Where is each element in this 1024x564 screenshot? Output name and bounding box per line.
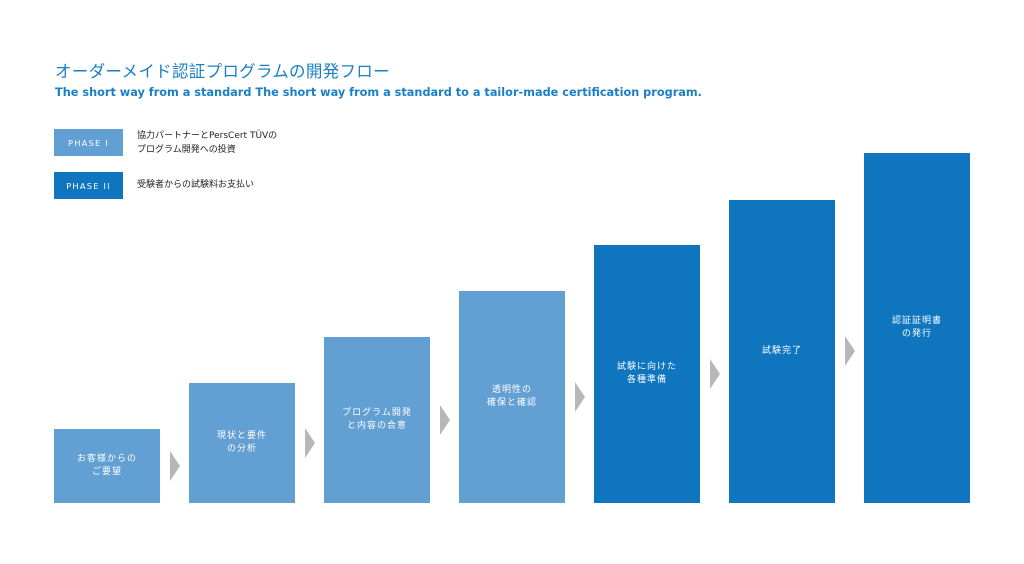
step-exam-preparation: 試験に向けた 各種準備 [594, 245, 700, 503]
step-transparency-check: 透明性の 確保と確認 [459, 291, 565, 503]
chevron-right-icon [710, 359, 720, 389]
step-label-line: 確保と確認 [486, 398, 537, 408]
chevron-right-icon [845, 336, 855, 366]
step-customer-request: お客様からの ご要望 [54, 429, 160, 503]
step-program-development: プログラム開発 と内容の合意 [324, 337, 430, 503]
chevron-right-icon [575, 382, 585, 412]
chevron-right-icon [170, 451, 180, 481]
phase-1-description-line: 協力パートナーとPersCert TÜVの [137, 131, 278, 141]
phase-2-badge: PHASE II [54, 172, 123, 199]
step-label-line: 各種準備 [626, 375, 667, 385]
step-label-line: の分析 [226, 444, 257, 454]
step-label-line: の発行 [901, 329, 932, 339]
phase-1-description: 協力パートナーとPersCert TÜVの プログラム開発への投資 [137, 129, 277, 157]
step-label-line: プログラム開発 [342, 408, 412, 418]
step-requirements-analysis: 現状と要件 の分析 [189, 383, 295, 503]
step-label-line: 試験に向けた [616, 362, 677, 372]
step-certificate-issuance: 認証証明書 の発行 [864, 153, 970, 503]
step-label-line: と内容の合意 [346, 421, 407, 431]
page-title: オーダーメイド認証プログラムの開発フロー [55, 62, 390, 81]
phase-1-badge: PHASE I [54, 129, 123, 156]
step-label-line: 認証証明書 [891, 316, 942, 326]
phase-1-description-line: プログラム開発への投資 [137, 145, 236, 155]
step-label-line: お客様からの [76, 454, 137, 464]
phase-2-description-line: 受験者からの試験料お支払い [137, 180, 255, 190]
step-exam-completion: 試験完了 [729, 200, 835, 503]
chevron-right-icon [305, 428, 315, 458]
step-label-line: 透明性の [491, 385, 532, 395]
chevron-right-icon [440, 405, 450, 435]
step-label-line: ご要望 [91, 467, 122, 477]
phase-2-description: 受験者からの試験料お支払い [137, 178, 254, 192]
step-label-line: 現状と要件 [216, 431, 267, 441]
step-label-line: 試験完了 [761, 346, 802, 356]
page-subtitle: The short way from a standard The short … [55, 86, 702, 99]
